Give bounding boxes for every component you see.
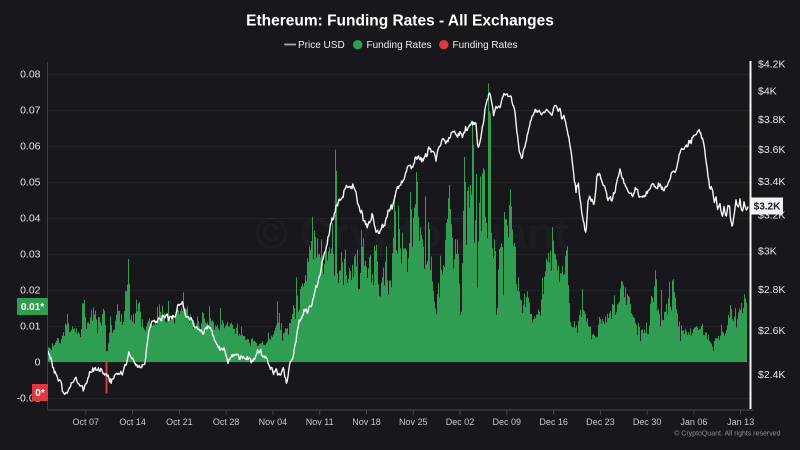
svg-text:Nov 04: Nov 04 xyxy=(259,417,288,427)
svg-text:$2.6K: $2.6K xyxy=(758,325,785,337)
svg-text:$2.4K: $2.4K xyxy=(758,369,785,381)
svg-text:Dec 30: Dec 30 xyxy=(633,417,662,427)
svg-text:0.01*: 0.01* xyxy=(21,302,44,313)
svg-text:Oct 21: Oct 21 xyxy=(166,417,193,427)
svg-text:© CryptoQuant. All rights rese: © CryptoQuant. All rights reserved xyxy=(674,430,780,438)
svg-text:Jan 06: Jan 06 xyxy=(680,417,707,427)
svg-text:Nov 11: Nov 11 xyxy=(306,417,334,427)
svg-text:Dec 02: Dec 02 xyxy=(446,417,475,427)
svg-text:$3.8K: $3.8K xyxy=(758,114,785,126)
svg-text:Price USD: Price USD xyxy=(298,40,345,51)
svg-text:0.03: 0.03 xyxy=(20,249,41,261)
svg-text:0.02: 0.02 xyxy=(20,285,41,297)
svg-text:0.05: 0.05 xyxy=(20,177,41,189)
svg-text:Oct 28: Oct 28 xyxy=(213,417,240,427)
svg-text:$3.4K: $3.4K xyxy=(758,176,785,188)
svg-text:Jan 13: Jan 13 xyxy=(727,417,754,427)
svg-text:Nov 18: Nov 18 xyxy=(352,417,381,427)
svg-text:0.08: 0.08 xyxy=(20,69,41,81)
svg-text:$2.8K: $2.8K xyxy=(758,284,785,296)
svg-text:0.01: 0.01 xyxy=(20,321,41,333)
svg-text:$4K: $4K xyxy=(758,86,777,98)
svg-text:$3.6K: $3.6K xyxy=(758,144,785,156)
svg-text:$3K: $3K xyxy=(758,246,777,258)
svg-text:Oct 14: Oct 14 xyxy=(119,417,146,427)
svg-text:0: 0 xyxy=(35,357,41,369)
svg-text:Dec 09: Dec 09 xyxy=(493,417,522,427)
svg-text:0.04: 0.04 xyxy=(20,213,41,225)
svg-text:0.07: 0.07 xyxy=(20,105,41,117)
svg-text:Nov 25: Nov 25 xyxy=(399,417,428,427)
svg-text:0*: 0* xyxy=(35,388,45,399)
svg-text:Funding Rates: Funding Rates xyxy=(367,40,432,51)
svg-text:Dec 23: Dec 23 xyxy=(586,417,615,427)
svg-text:$3.2K: $3.2K xyxy=(754,202,781,213)
svg-text:Funding Rates: Funding Rates xyxy=(453,40,518,51)
svg-text:Dec 16: Dec 16 xyxy=(539,417,568,427)
svg-text:$4.2K: $4.2K xyxy=(758,59,785,71)
svg-text:Ethereum: Funding Rates - All: Ethereum: Funding Rates - All Exchanges xyxy=(246,12,554,29)
svg-text:Oct 07: Oct 07 xyxy=(73,417,100,427)
svg-text:0.06: 0.06 xyxy=(20,141,41,153)
